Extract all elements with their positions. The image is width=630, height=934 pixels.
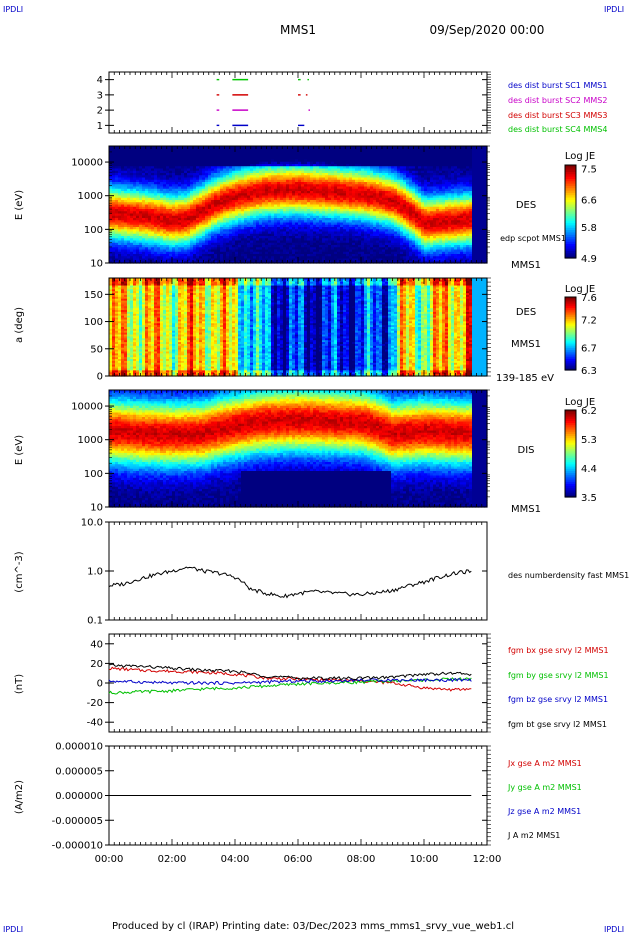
- page-title: MMS1: [280, 23, 316, 37]
- corner-label-top-right: IPDLI: [604, 5, 624, 14]
- corner-label-bottom-right: IPDLI: [604, 925, 624, 934]
- des-energy-spectrogram: [109, 146, 488, 264]
- burst-ytick-label: 3: [97, 90, 103, 101]
- burst-ytick-label: 2: [97, 106, 103, 117]
- burst-panel-frame: [109, 72, 487, 133]
- footer-text: Produced by cl (IRAP) Printing date: 03/…: [112, 921, 514, 932]
- burst-ytick-label: 4: [97, 75, 103, 86]
- burst-ytick-label: 1: [97, 121, 103, 132]
- corner-label-bottom-left: IPDLI: [3, 925, 23, 934]
- page-date: 09/Sep/2020 00:00: [430, 23, 545, 37]
- corner-label-top-left: IPDLI: [3, 5, 23, 14]
- figure: IPDLI IPDLI IPDLI IPDLI MMS1 09/Sep/2020…: [0, 0, 630, 934]
